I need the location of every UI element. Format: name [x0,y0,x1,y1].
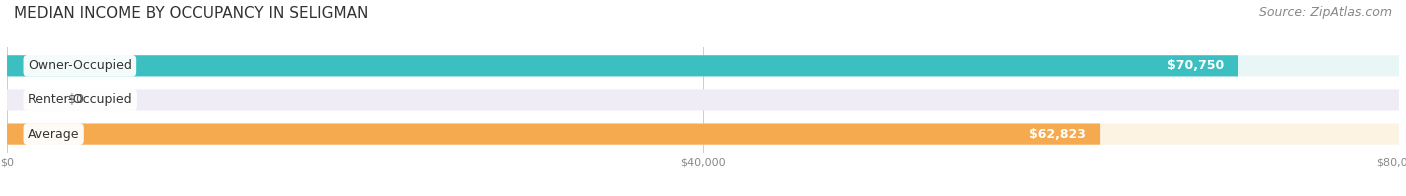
Text: $70,750: $70,750 [1167,59,1225,72]
Text: Renter-Occupied: Renter-Occupied [28,93,132,106]
FancyBboxPatch shape [7,55,1239,76]
FancyBboxPatch shape [7,55,1399,76]
FancyBboxPatch shape [7,123,1399,145]
Text: $62,823: $62,823 [1029,128,1087,141]
Text: Average: Average [28,128,79,141]
Text: Owner-Occupied: Owner-Occupied [28,59,132,72]
Text: MEDIAN INCOME BY OCCUPANCY IN SELIGMAN: MEDIAN INCOME BY OCCUPANCY IN SELIGMAN [14,6,368,21]
FancyBboxPatch shape [7,89,1399,111]
Text: Source: ZipAtlas.com: Source: ZipAtlas.com [1258,6,1392,19]
Text: $0: $0 [67,93,84,106]
FancyBboxPatch shape [7,123,1099,145]
